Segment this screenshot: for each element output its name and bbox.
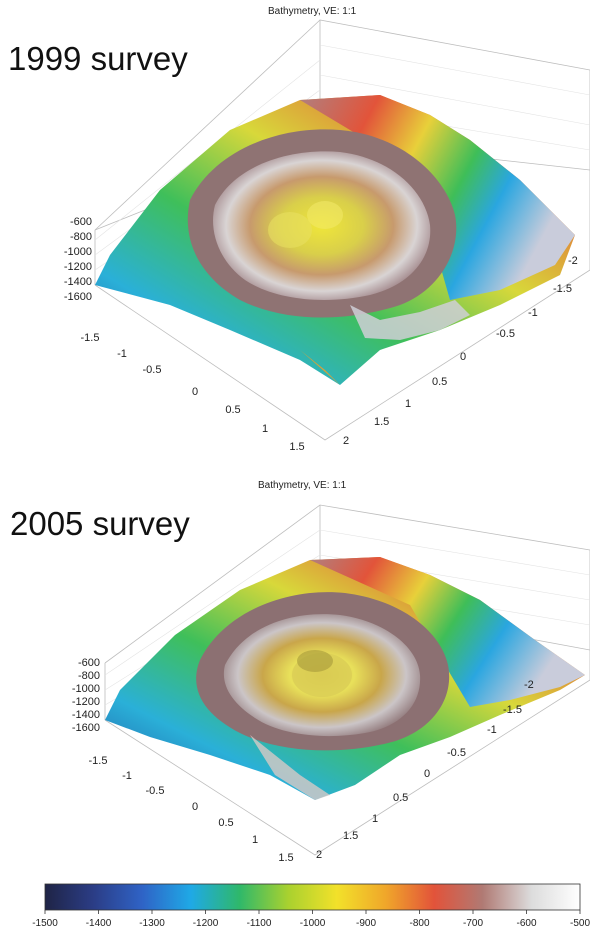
z-axis-1999: -600 -800 -1000 -1200 -1400 -1600 [64,216,92,303]
colorbar-tick-label: -700 [463,918,483,929]
x-tick: 1 [252,834,258,846]
x-tick: 0.5 [225,404,240,416]
x-tick: 0 [192,801,198,813]
z-tick: -1600 [72,722,100,734]
colorbar: -1500 -1400 -1300 -1200 -1100 -1000 -900 -800 -7… [0,880,590,937]
colorbar-tick-label: -1300 [139,918,165,929]
bathymetry-surface-2005 [105,557,585,800]
x-tick: -0.5 [143,364,162,376]
colorbar-tick-label: -1400 [86,918,112,929]
y-tick: 0 [460,351,466,363]
y-tick: -1 [528,307,538,319]
bathymetry-3d-plot-2005: -600 -800 -1000 -1200 -1400 -1600 -1.5 -… [72,504,590,864]
bathymetry-3d-plot-1999: -600 -800 -1000 -1200 -1400 -1600 -1.5 -… [64,19,590,453]
y-tick: 1.5 [374,416,389,428]
x-tick: -1 [122,770,132,782]
y-tick: 1 [372,813,378,825]
panel-1999-survey: Bathymetry, VE: 1:1 1999 survey [0,0,590,470]
y-tick: 0 [424,768,430,780]
y-tick: 2 [343,435,349,447]
z-tick: -1200 [64,261,92,273]
x-tick: 0.5 [218,817,233,829]
y-tick: 0.5 [432,376,447,388]
x-tick: -1 [117,348,127,360]
y-tick: -1.5 [553,283,572,295]
bathymetry-surface-1999 [95,95,575,385]
y-axis-1999: 2 1.5 1 0.5 0 -0.5 -1 -1.5 -2 [343,255,578,447]
y-tick: -2 [524,679,534,691]
y-tick: -1.5 [503,704,522,716]
x-axis-1999: -1.5 -1 -0.5 0 0.5 1 1.5 [81,332,305,453]
z-tick: -600 [78,657,100,669]
x-tick: -1.5 [81,332,100,344]
colorbar-tick-label: -500 [570,918,590,929]
z-tick: -1600 [64,291,92,303]
x-tick: -0.5 [146,785,165,797]
y-axis-2005: 2 1.5 1 0.5 0 -0.5 -1 -1.5 -2 [316,679,534,861]
colorbar-svg: -1500 -1400 -1300 -1200 -1100 -1000 -900 -800 -7… [32,883,590,929]
z-tick: -800 [78,670,100,682]
y-tick: -0.5 [447,747,466,759]
colorbar-tick-label: -900 [356,918,376,929]
z-tick: -600 [70,216,92,228]
y-tick: -0.5 [496,328,515,340]
plot-title-2005: Bathymetry, VE: 1:1 [258,480,347,491]
z-axis-2005: -600 -800 -1000 -1200 -1400 -1600 [72,657,100,734]
y-tick: 0.5 [393,792,408,804]
y-tick: -1 [487,724,497,736]
z-tick: -1200 [72,696,100,708]
colorbar-tick-label: -600 [516,918,536,929]
z-tick: -1400 [64,276,92,288]
z-tick: -1000 [72,683,100,695]
y-tick: 1.5 [343,830,358,842]
y-tick: -2 [568,255,578,267]
y-tick: 1 [405,398,411,410]
survey-label-2005: 2005 survey [10,505,190,542]
z-tick: -1400 [72,709,100,721]
x-tick: 0 [192,386,198,398]
y-tick: 2 [316,849,322,861]
colorbar-tick-label: -1500 [32,918,58,929]
survey-label-1999: 1999 survey [8,40,188,77]
x-tick: -1.5 [89,755,108,767]
x-tick: 1.5 [289,441,304,453]
panel-2005-survey: Bathymetry, VE: 1:1 2005 survey [0,475,590,880]
colorbar-ramp [44,883,581,911]
colorbar-tick-label: -1200 [193,918,219,929]
colorbar-tick-label: -1000 [300,918,326,929]
x-axis-2005: -1.5 -1 -0.5 0 0.5 1 1.5 [89,755,294,864]
colorbar-tick-label: -1100 [247,918,272,929]
z-tick: -1000 [64,246,92,258]
plot-title-1999: Bathymetry, VE: 1:1 [268,6,357,17]
x-tick: 1 [262,423,268,435]
colorbar-tick-label: -800 [409,918,429,929]
x-tick: 1.5 [278,852,293,864]
z-tick: -800 [70,231,92,243]
colorbar-ticks: -1500 -1400 -1300 -1200 -1100 -1000 -900 -800 -7… [32,910,590,929]
